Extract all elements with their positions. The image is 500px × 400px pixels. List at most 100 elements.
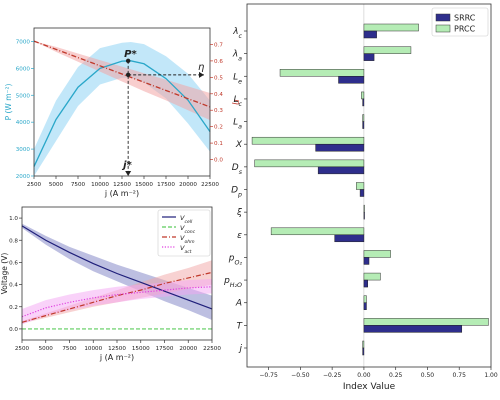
- bar-SRRC: [363, 30, 377, 39]
- bar-PRCC: [363, 204, 365, 213]
- y-axis-label: Voltage (V): [0, 253, 9, 295]
- x-tick-label: 0.25: [389, 372, 403, 379]
- y-tick-label-left: 3000: [16, 147, 31, 153]
- bar-PRCC: [363, 46, 412, 54]
- x-tick-label: 15000: [135, 182, 153, 188]
- bar-SRRC: [363, 279, 368, 288]
- series-band-0: [34, 41, 210, 177]
- y-tick-label-right: 0.0: [214, 158, 223, 164]
- category-label: Dp: [231, 186, 242, 199]
- y-tick-label-right: 0.5: [214, 75, 223, 81]
- legend-label-PRCC: PRCC: [454, 25, 476, 34]
- y-tick-label: 0.8: [9, 238, 18, 244]
- y-tick-label-right: 0.7: [214, 42, 223, 48]
- series-line-V_ohm: [21, 271, 213, 323]
- category-label: λc: [232, 27, 242, 40]
- y-tick-label-left: 4000: [16, 120, 31, 126]
- bar-PRCC: [270, 227, 365, 236]
- j-arrowhead: [125, 171, 132, 176]
- x-tick-label: −0.50: [291, 372, 310, 379]
- series-line-V_cell: [21, 225, 213, 310]
- bar-PRCC: [279, 69, 365, 77]
- y-tick-label-right: 0.4: [214, 92, 223, 98]
- bar-PRCC: [361, 91, 365, 100]
- y-axis-label-left: P (W m⁻²): [4, 84, 13, 121]
- power-efficiency-chart: P* j* η 2500 5000 7500 10000 12500 15000 17500 20…: [4, 27, 241, 198]
- category-label: λa: [232, 50, 242, 63]
- legend-label-V_act: Vact: [180, 244, 192, 255]
- y-tick-label: 1.0: [9, 216, 18, 222]
- voltage-chart: 2500 5000 7500 10000 12500 15000 17500 20000 225…: [0, 206, 221, 362]
- category-label: X: [235, 140, 243, 150]
- y-tick-label-right: 0.1: [214, 141, 223, 147]
- bar-SRRC: [363, 257, 370, 265]
- series-line-1: [33, 40, 211, 108]
- bar-PRCC: [362, 114, 365, 122]
- legend-box: [157, 209, 211, 257]
- bar-PRCC: [363, 250, 391, 258]
- x-tick-label: 0.00: [357, 372, 371, 379]
- bar-PRCC: [363, 318, 489, 326]
- y-tick-label-left: 2000: [16, 174, 31, 180]
- x-tick-label: 7500: [62, 346, 77, 352]
- y-tick-label-left: 7000: [16, 39, 31, 45]
- legend-label-SRRC: SRRC: [454, 14, 476, 23]
- x-tick-label: 22500: [201, 182, 219, 188]
- category-label: ξ: [236, 208, 243, 218]
- y-tick-label-right: 0.2: [214, 125, 223, 131]
- x-tick-label: 2500: [15, 346, 30, 352]
- bar-SRRC: [363, 211, 365, 220]
- j-star-label: j*: [121, 160, 132, 171]
- x-tick-label: 17500: [157, 182, 175, 188]
- eta-arrowhead: [199, 71, 204, 78]
- bar-SRRC: [315, 143, 365, 152]
- x-tick-label: 10000: [91, 182, 109, 188]
- bar-SRRC: [362, 121, 365, 129]
- x-tick-label: 22500: [203, 346, 221, 352]
- x-tick-label: 20000: [179, 182, 197, 188]
- x-tick-label: 12500: [108, 346, 126, 352]
- legend-swatch-SRRC: [435, 13, 451, 22]
- sensitivity-bar-chart: λc λa Le Lc La X Ds Dp ξ ε pO₂ pH₂O A Tj −0.75 −0.50 −0.…: [223, 3, 498, 392]
- y-tick-label: 0.6: [9, 260, 18, 266]
- bar-SRRC: [334, 234, 365, 243]
- y-axis-label-right: η: [231, 99, 241, 105]
- bar-PRCC: [363, 295, 367, 303]
- category-label: Le: [233, 72, 242, 85]
- bar-SRRC: [362, 98, 365, 107]
- x-axis-label: Index Value: [343, 382, 396, 392]
- x-tick-label: 10000: [84, 346, 102, 352]
- eta-star-point: [125, 72, 131, 78]
- bar-PRCC: [363, 23, 419, 32]
- bar-SRRC: [363, 302, 367, 310]
- category-label: ε: [237, 231, 242, 241]
- x-tick-label: 17500: [156, 346, 174, 352]
- category-label: Ds: [232, 163, 243, 176]
- p-star-label: P*: [124, 49, 137, 60]
- bar-SRRC: [359, 189, 365, 197]
- x-tick-label: 12500: [113, 182, 131, 188]
- bar-PRCC: [251, 136, 365, 145]
- category-label: pH₂O: [223, 276, 242, 289]
- series-band-V_act: [22, 279, 212, 325]
- legend-label-V_ohm: Vohm: [180, 234, 195, 245]
- y-tick-label-left: 5000: [16, 93, 31, 99]
- category-label: j: [237, 344, 242, 354]
- y-tick-label: 0.2: [9, 305, 18, 311]
- bar-PRCC: [363, 272, 381, 281]
- category-label: T: [237, 321, 244, 331]
- x-tick-label: 5000: [39, 346, 54, 352]
- category-label: Lc: [234, 95, 243, 108]
- bar-SRRC: [363, 325, 463, 333]
- bar-SRRC: [317, 166, 365, 175]
- x-tick-label: 7500: [71, 182, 86, 188]
- x-tick-label: 15000: [132, 346, 150, 352]
- series-band-1: [34, 41, 210, 121]
- x-tick-label: 0.75: [453, 372, 467, 379]
- x-tick-label: 2500: [27, 182, 42, 188]
- y-tick-label-left: 6000: [16, 66, 31, 72]
- y-tick-label: 0.0: [9, 327, 18, 333]
- legend-label-V_cell: Vcell: [180, 214, 193, 225]
